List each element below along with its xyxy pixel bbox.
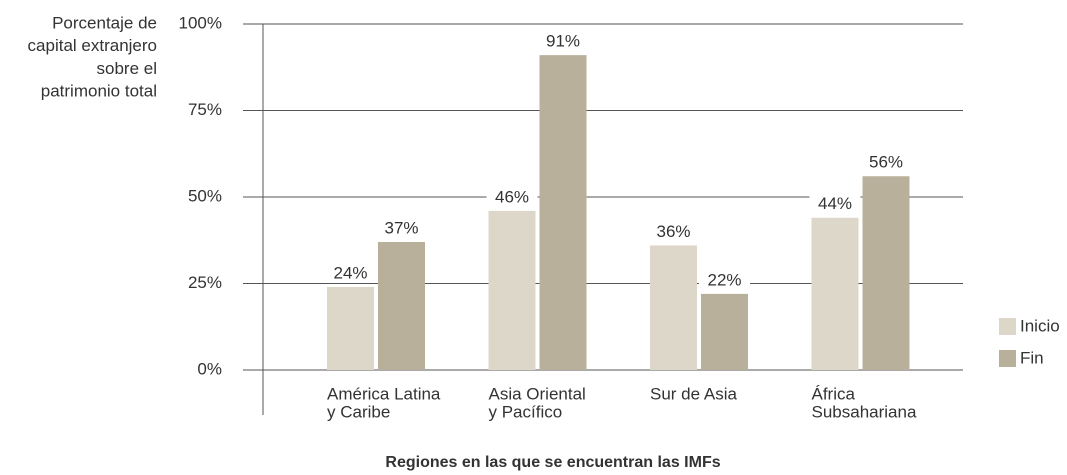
label-bg (699, 269, 750, 290)
x-tick-label: África (812, 384, 856, 403)
legend-label: Inicio (1020, 316, 1060, 335)
label-bg (325, 262, 376, 283)
bar (650, 245, 697, 370)
x-tick-label: y Pacífico (489, 402, 563, 421)
legend-swatch (999, 350, 1016, 367)
y-tick-label: 100% (179, 13, 222, 32)
value-label: 44% (818, 194, 852, 213)
bar (862, 176, 910, 370)
label-bg (486, 186, 538, 207)
bar (701, 293, 748, 370)
bar (327, 286, 374, 370)
value-label: 24% (333, 263, 367, 282)
y-tick-label: 25% (188, 273, 222, 292)
bar (539, 55, 587, 370)
y-tick-label: 0% (197, 359, 222, 378)
value-label: 46% (495, 187, 529, 206)
y-axis-label: capital extranjero (28, 36, 157, 55)
x-axis-label: Regiones en las que se encuentran las IM… (385, 454, 720, 471)
legend-swatch (999, 318, 1016, 335)
value-label: 56% (869, 153, 903, 172)
value-label: 36% (656, 222, 690, 241)
label-bg (648, 221, 699, 242)
value-label: 37% (384, 218, 418, 237)
label-bg (860, 152, 912, 173)
y-tick-label: 75% (188, 100, 222, 119)
x-tick-label: América Latina (327, 384, 441, 403)
y-axis-label: patrimonio total (41, 82, 157, 101)
y-tick-label: 50% (188, 186, 222, 205)
bar (811, 217, 859, 370)
y-axis-label: Porcentaje de (52, 13, 157, 32)
label-bg (376, 217, 427, 238)
value-label: 91% (546, 32, 580, 51)
label-bg (537, 31, 589, 52)
label-bg (809, 193, 861, 214)
value-label: 22% (707, 270, 741, 289)
x-tick-label: Sur de Asia (650, 384, 737, 403)
y-axis-label: sobre el (97, 59, 157, 78)
legend-label: Fin (1020, 348, 1044, 367)
bar (378, 241, 425, 370)
bar (488, 210, 536, 370)
x-tick-label: Asia Oriental (489, 384, 586, 403)
x-tick-label: y Caribe (327, 402, 390, 421)
x-tick-label: Subsahariana (812, 402, 917, 421)
